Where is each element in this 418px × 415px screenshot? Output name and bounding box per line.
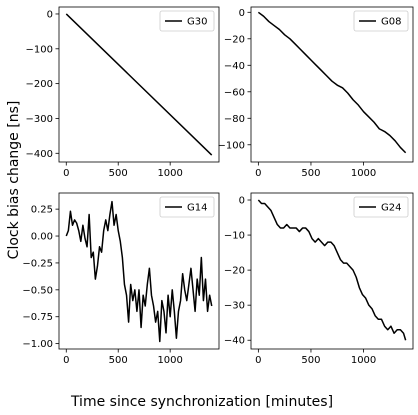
x-tick-label: 500 (301, 168, 320, 179)
legend-label: G08 (381, 17, 401, 28)
legend-label: G14 (187, 203, 207, 214)
panel-g24: 0 500 1000 0 −10 −20 −30 −40 G24 (224, 193, 413, 366)
legend: G08 (354, 11, 408, 31)
y-tick-label: −40 (224, 61, 245, 72)
x-tick-label: 1000 (157, 168, 182, 179)
y-tick-label: −0.50 (22, 285, 53, 296)
shared-x-axis-label: Time since synchronization [minutes] (70, 394, 333, 410)
y-tick-label: −1.00 (22, 339, 53, 350)
y-tick-label: −0.25 (22, 258, 53, 269)
y-tick-label: −20 (224, 266, 245, 277)
panel-g30: 0 500 1000 0 −100 −200 −300 −400 G30 (26, 7, 219, 179)
y-tick-label: 0 (239, 196, 245, 207)
panel-g14: 0 500 1000 0.25 0.00 −0.25 −0.50 −0.75 −1.00 G14 (22, 193, 219, 366)
legend: G24 (354, 197, 408, 217)
y-tick-label: 0 (239, 8, 245, 19)
legend-label: G30 (187, 17, 207, 28)
y-tick-label: 0 (47, 9, 53, 20)
y-tick-label: −300 (26, 114, 53, 125)
y-tick-label: −100 (26, 44, 53, 55)
legend: G30 (160, 11, 214, 31)
y-tick-label: −20 (224, 34, 245, 45)
shared-y-axis-label: Clock bias change [ns] (6, 101, 22, 260)
x-tick-label: 500 (301, 355, 320, 366)
x-tick-label: 1000 (157, 355, 182, 366)
series-line-g24 (258, 200, 405, 340)
x-tick-label: 500 (109, 168, 128, 179)
series-line-g08 (258, 12, 405, 152)
y-tick-label: −40 (224, 336, 245, 347)
x-tick-label: 1000 (351, 168, 376, 179)
x-tick-label: 1000 (351, 355, 376, 366)
y-tick-label: −80 (224, 114, 245, 125)
y-tick-label: −30 (224, 301, 245, 312)
series-line-g30 (66, 14, 211, 155)
y-tick-label: −400 (26, 149, 53, 160)
y-tick-label: 0.25 (31, 205, 53, 216)
y-tick-label: −200 (26, 79, 53, 90)
y-tick-label: 0.00 (31, 232, 53, 243)
x-tick-label: 500 (109, 355, 128, 366)
series-line-g14 (66, 202, 211, 342)
y-tick-label: −0.75 (22, 312, 53, 323)
y-tick-label: −60 (224, 87, 245, 98)
y-tick-label: −100 (218, 140, 245, 151)
x-tick-label: 0 (255, 168, 261, 179)
legend-label: G24 (381, 203, 401, 214)
x-tick-label: 0 (63, 355, 69, 366)
legend: G14 (160, 197, 214, 217)
x-tick-label: 0 (63, 168, 69, 179)
x-tick-label: 0 (255, 355, 261, 366)
y-tick-label: −10 (224, 231, 245, 242)
panel-g08: 0 500 1000 0 −20 −40 −60 −80 −100 G08 (218, 7, 413, 179)
